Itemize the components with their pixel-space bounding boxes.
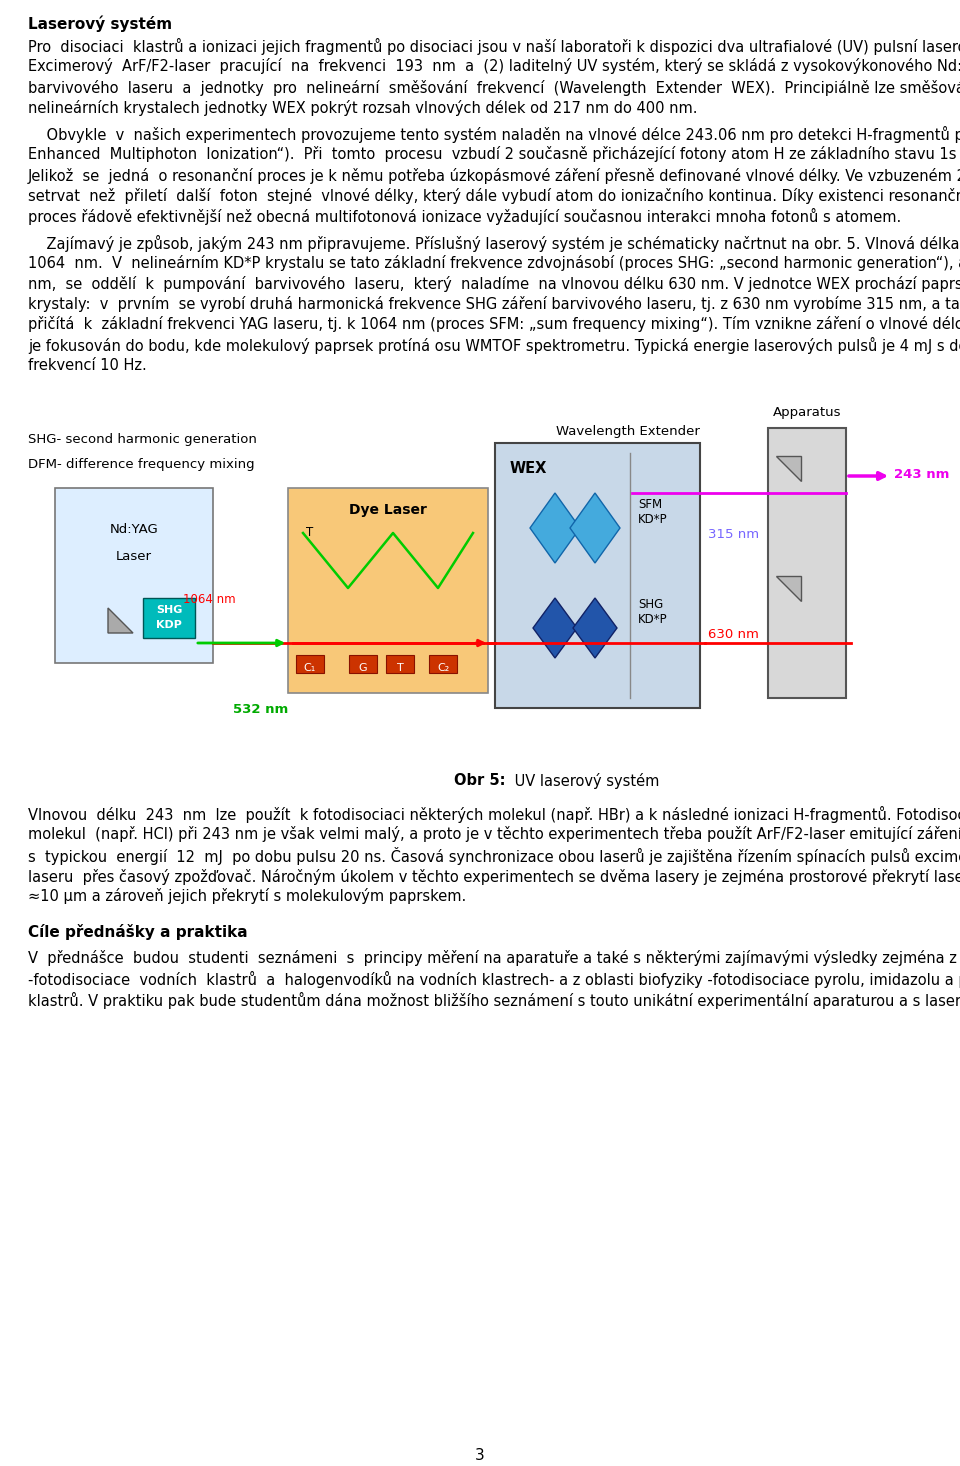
Text: SHG: SHG: [638, 598, 663, 611]
FancyBboxPatch shape: [768, 428, 846, 698]
Text: s  typickou  energií  12  mJ  po dobu pulsu 20 ns. Časová synchronizace obou las: s typickou energií 12 mJ po dobu pulsu 2…: [28, 847, 960, 865]
Text: SHG- second harmonic generation: SHG- second harmonic generation: [28, 432, 257, 446]
Text: G: G: [359, 663, 368, 673]
Text: Apparatus: Apparatus: [773, 406, 841, 419]
Text: Jelikož  se  jedná  o resonanční proces je k němu potřeba úzkopásmové záření pře: Jelikož se jedná o resonanční proces je …: [28, 167, 960, 185]
Text: V  přednášce  budou  studenti  seznámeni  s  principy měření na aparatuře a také: V přednášce budou studenti seznámeni s p…: [28, 950, 960, 966]
Text: 630 nm: 630 nm: [708, 627, 758, 641]
Text: SFM: SFM: [638, 498, 662, 512]
Text: 243 nm: 243 nm: [894, 468, 949, 481]
Text: Laserový systém: Laserový systém: [28, 16, 172, 32]
Text: Obvykle  v  našich experimentech provozujeme tento systém naladěn na vlnové délc: Obvykle v našich experimentech provozuje…: [28, 126, 960, 144]
FancyBboxPatch shape: [429, 655, 457, 673]
Text: KD*P: KD*P: [638, 613, 667, 626]
Text: UV laserový systém: UV laserový systém: [510, 773, 660, 789]
FancyBboxPatch shape: [143, 598, 195, 638]
Text: frekvencí 10 Hz.: frekvencí 10 Hz.: [28, 358, 147, 372]
Text: 315 nm: 315 nm: [708, 528, 759, 541]
Text: C₁: C₁: [304, 663, 316, 673]
Text: Wavelength Extender: Wavelength Extender: [557, 425, 701, 438]
FancyBboxPatch shape: [296, 655, 324, 673]
Text: C₂: C₂: [437, 663, 449, 673]
Text: Obr 5:: Obr 5:: [454, 773, 506, 789]
FancyBboxPatch shape: [349, 655, 377, 673]
Text: barvivového  laseru  a  jednotky  pro  nelineární  směšování  frekvencí  (Wavele: barvivového laseru a jednotky pro neline…: [28, 79, 960, 95]
Text: nelineárních krystalech jednotky WEX pokrýt rozsah vlnových délek od 217 nm do 4: nelineárních krystalech jednotky WEX pok…: [28, 100, 698, 116]
Polygon shape: [570, 493, 620, 563]
Text: je fokusován do bodu, kde molekulový paprsek protíná osu WMTOF spektrometru. Typ: je fokusován do bodu, kde molekulový pap…: [28, 337, 960, 353]
Text: nm,  se  oddělí  k  pumpování  barvivového  laseru,  který  naladíme  na vlnovou: nm, se oddělí k pumpování barvivového la…: [28, 276, 960, 292]
Polygon shape: [533, 598, 577, 658]
Text: Cíle přednášky a praktika: Cíle přednášky a praktika: [28, 925, 248, 941]
Text: T: T: [396, 663, 403, 673]
Text: -fotodisociace  vodních  klastrů  a  halogenvodíků na vodních klastrech- a z obl: -fotodisociace vodních klastrů a halogen…: [28, 970, 960, 988]
Polygon shape: [108, 608, 133, 633]
Text: Laser: Laser: [116, 550, 152, 563]
Text: Zajímavý je způsob, jakým 243 nm připravujeme. Příslušný laserový systém je sché: Zajímavý je způsob, jakým 243 nm připrav…: [28, 235, 960, 252]
Text: setrvat  než  přiletí  další  foton  stejné  vlnové délky, který dále vybudí ato: setrvat než přiletí další foton stejné v…: [28, 188, 960, 204]
Text: ≈10 μm a zároveň jejich překrytí s molekulovým paprskem.: ≈10 μm a zároveň jejich překrytí s molek…: [28, 888, 467, 905]
Text: krystaly:  v  prvním  se vyrobí druhá harmonická frekvence SHG záření barvivovéh: krystaly: v prvním se vyrobí druhá harmo…: [28, 296, 960, 312]
Text: 1064  nm.  V  nelineárním KD*P krystalu se tato základní frekvence zdvojnásobí (: 1064 nm. V nelineárním KD*P krystalu se …: [28, 255, 960, 271]
FancyBboxPatch shape: [386, 655, 414, 673]
Text: Nd:YAG: Nd:YAG: [109, 523, 158, 537]
FancyBboxPatch shape: [495, 443, 700, 708]
Text: klastrů. V praktiku pak bude studentům dána možnost bližšího seznámení s touto u: klastrů. V praktiku pak bude studentům d…: [28, 991, 960, 1009]
Text: 532 nm: 532 nm: [233, 704, 288, 715]
Polygon shape: [530, 493, 580, 563]
Polygon shape: [776, 456, 801, 481]
Text: proces řádově efektivnější než obecná multifotonová ionizace vyžadující současno: proces řádově efektivnější než obecná mu…: [28, 208, 901, 224]
Text: 3: 3: [475, 1448, 485, 1463]
Polygon shape: [776, 576, 801, 601]
Text: přičítá  k  základní frekvenci YAG laseru, tj. k 1064 nm (proces SFM: „sum frequ: přičítá k základní frekvenci YAG laseru,…: [28, 317, 960, 333]
Text: DFM- difference frequency mixing: DFM- difference frequency mixing: [28, 457, 254, 471]
Text: Enhanced  Multiphoton  Ionization“).  Při  tomto  procesu  vzbudí 2 současně při: Enhanced Multiphoton Ionization“). Při t…: [28, 147, 960, 163]
Text: WEX: WEX: [510, 460, 547, 476]
Text: Vlnovou  délku  243  nm  lze  použít  k fotodisociaci některých molekul (např. H: Vlnovou délku 243 nm lze použít k fotodi…: [28, 806, 960, 822]
Text: Pro  disociaci  klastrů a ionizaci jejich fragmentů po disociaci jsou v naší lab: Pro disociaci klastrů a ionizaci jejich …: [28, 38, 960, 56]
Text: molekul  (např. HCl) při 243 nm je však velmi malý, a proto je v těchto experime: molekul (např. HCl) při 243 nm je však v…: [28, 827, 960, 843]
FancyBboxPatch shape: [288, 488, 488, 693]
Text: T: T: [306, 526, 313, 539]
Text: KD*P: KD*P: [638, 513, 667, 526]
Text: Excimerový  ArF/F2-laser  pracující  na  frekvenci  193  nm  a  (2) laditelný UV: Excimerový ArF/F2-laser pracující na fre…: [28, 59, 960, 75]
Text: SHG: SHG: [156, 605, 182, 616]
Text: KDP: KDP: [156, 620, 182, 630]
Text: 1064 nm: 1064 nm: [183, 594, 235, 605]
Text: laseru  přes časový zpožďovač. Náročným úkolem v těchto experimentech se dvěma l: laseru přes časový zpožďovač. Náročným ú…: [28, 868, 960, 884]
Text: Dye Laser: Dye Laser: [349, 503, 427, 517]
FancyBboxPatch shape: [55, 488, 213, 663]
Polygon shape: [573, 598, 617, 658]
